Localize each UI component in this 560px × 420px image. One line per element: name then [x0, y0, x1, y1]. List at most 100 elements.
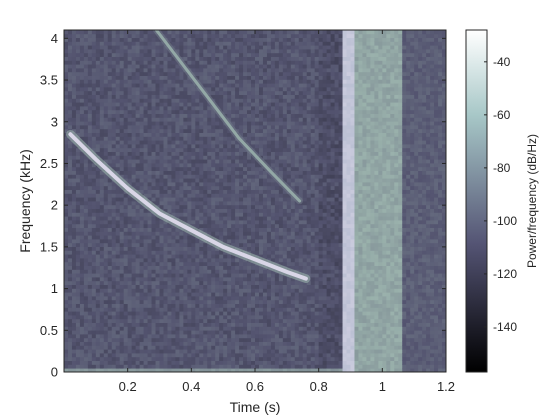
heatmap-cell	[243, 193, 248, 198]
heatmap-cell	[187, 368, 192, 372]
heatmap-cell	[278, 147, 284, 152]
heatmap-cell	[215, 166, 220, 171]
heatmap-cell	[175, 364, 180, 369]
heatmap-cell	[159, 246, 164, 251]
heatmap-cell	[274, 60, 280, 65]
heatmap-cell	[270, 368, 276, 372]
heatmap-cell	[64, 71, 69, 76]
heatmap-cell	[111, 311, 117, 316]
heatmap-cell	[171, 102, 176, 107]
heatmap-cell	[99, 299, 105, 304]
heatmap-cell	[171, 330, 176, 335]
heatmap-cell	[167, 288, 172, 293]
heatmap-cell	[151, 71, 156, 76]
heatmap-cell	[183, 254, 188, 259]
heatmap-cell	[207, 182, 212, 187]
heatmap-cell	[183, 201, 188, 206]
heatmap-cell	[147, 349, 152, 354]
heatmap-cell	[87, 60, 93, 65]
heatmap-cell	[258, 147, 264, 152]
heatmap-cell	[219, 83, 224, 88]
heatmap-cell	[87, 185, 93, 190]
heatmap-cell	[163, 204, 168, 209]
heatmap-cell	[171, 318, 176, 323]
heatmap-cell	[115, 345, 121, 350]
heatmap-cell	[103, 109, 109, 114]
heatmap-cell	[274, 349, 280, 354]
heatmap-cell	[239, 106, 244, 111]
heatmap-cell	[255, 113, 260, 118]
heatmap-cell	[258, 360, 264, 365]
heatmap-cell	[211, 223, 216, 228]
heatmap-cell	[215, 45, 220, 50]
heatmap-cell	[139, 235, 144, 240]
heatmap-cell	[179, 239, 184, 244]
heatmap-cell	[64, 102, 69, 107]
heatmap-cell	[215, 231, 220, 236]
heatmap-cell	[243, 37, 248, 42]
heatmap-cell	[219, 227, 224, 232]
heatmap-cell	[87, 71, 93, 76]
heatmap-cell	[278, 261, 284, 266]
heatmap-cell	[278, 337, 284, 342]
heatmap-cell	[95, 128, 101, 133]
heatmap-cell	[187, 125, 192, 130]
heatmap-cell	[151, 349, 156, 354]
heatmap-cell	[127, 49, 133, 54]
heatmap-cell	[115, 311, 121, 316]
heatmap-cell	[139, 292, 144, 297]
heatmap-cell	[111, 49, 117, 54]
heatmap-cell	[171, 246, 176, 251]
heatmap-cell	[278, 322, 284, 327]
heatmap-cell	[127, 269, 133, 274]
heatmap-cell	[71, 220, 77, 225]
heatmap-cell	[155, 49, 160, 54]
heatmap-cell	[87, 201, 93, 206]
heatmap-cell	[103, 68, 109, 73]
heatmap-cell	[235, 87, 240, 92]
heatmap-cell	[227, 220, 232, 225]
heatmap-cell	[79, 79, 85, 84]
heatmap-cell	[175, 102, 180, 107]
heatmap-cell	[270, 296, 276, 301]
heatmap-cell	[167, 235, 172, 240]
heatmap-cell	[207, 71, 212, 76]
heatmap-cell	[274, 231, 280, 236]
heatmap-cell	[231, 242, 236, 247]
heatmap-cell	[111, 212, 117, 217]
heatmap-cell	[163, 250, 168, 255]
heatmap-cell	[87, 52, 93, 57]
heatmap-cell	[131, 178, 137, 183]
heatmap-cell	[258, 113, 264, 118]
heatmap-cell	[207, 144, 212, 149]
heatmap-cell	[87, 239, 93, 244]
heatmap-cell	[103, 155, 109, 160]
heatmap-cell	[199, 246, 204, 251]
heatmap-cell	[135, 292, 141, 297]
heatmap-cell	[163, 307, 168, 312]
heatmap-cell	[175, 189, 180, 194]
heatmap-cell	[191, 326, 196, 331]
heatmap-cell	[111, 94, 117, 99]
heatmap-cell	[147, 307, 152, 312]
heatmap-cell	[127, 212, 133, 217]
heatmap-cell	[139, 303, 144, 308]
heatmap-cell	[67, 155, 73, 160]
heatmap-cell	[203, 170, 208, 175]
heatmap-cell	[79, 121, 85, 126]
heatmap-cell	[195, 132, 200, 137]
heatmap-cell	[231, 117, 236, 122]
heatmap-cell	[167, 292, 172, 297]
heatmap-cell	[163, 330, 168, 335]
heatmap-cell	[274, 56, 280, 61]
heatmap-cell	[87, 144, 93, 149]
heatmap-cell	[64, 33, 69, 38]
heatmap-cell	[247, 265, 252, 270]
heatmap-cell	[203, 349, 208, 354]
heatmap-cell	[71, 292, 77, 297]
heatmap-cell	[167, 182, 172, 187]
heatmap-cell	[203, 98, 208, 103]
heatmap-cell	[107, 178, 113, 183]
heatmap-cell	[227, 147, 232, 152]
heatmap-cell	[159, 273, 164, 278]
